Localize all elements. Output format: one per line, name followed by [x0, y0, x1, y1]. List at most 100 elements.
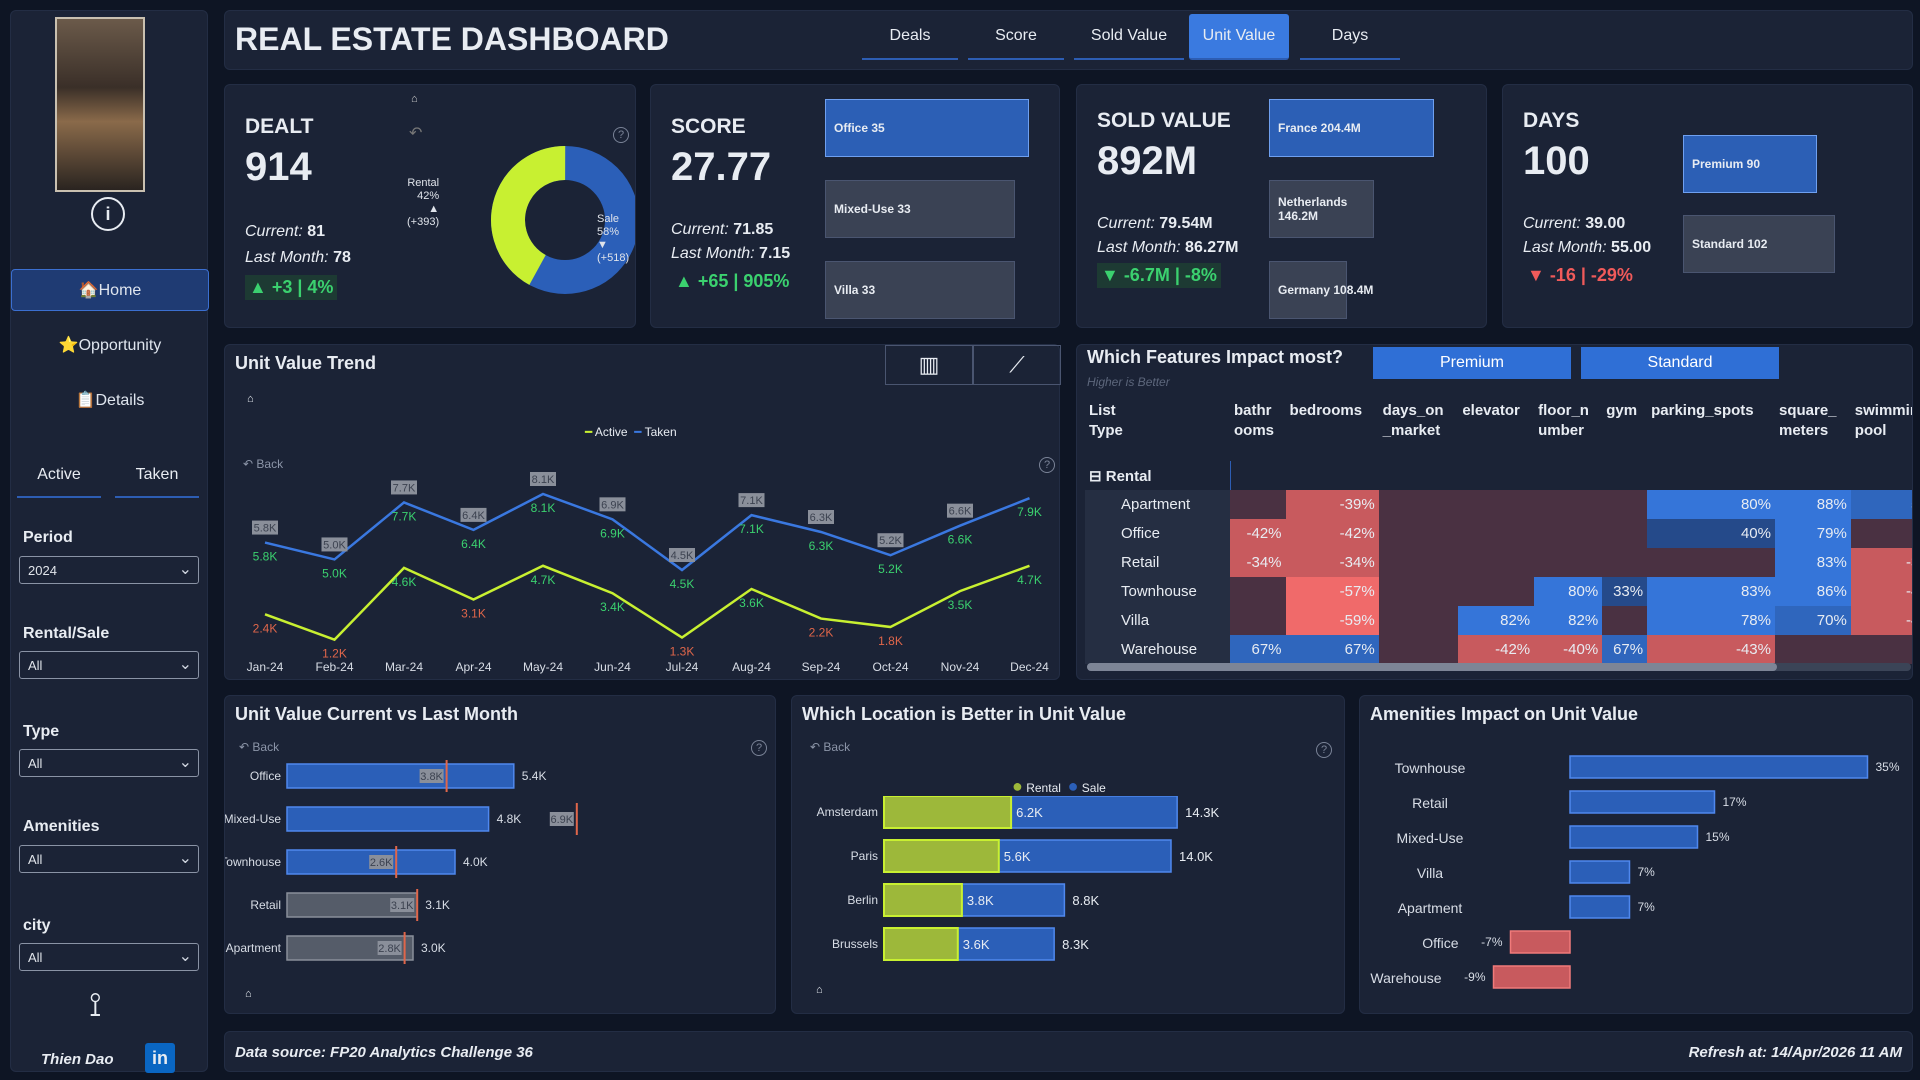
table-row: Villa -59% 82%82% 78%70%-45% [1085, 606, 1912, 635]
bar-chart-toggle[interactable]: ▥ [885, 345, 973, 385]
home-icon[interactable]: ⌂ [816, 984, 823, 996]
tab-active[interactable]: Active [17, 466, 101, 498]
premium-button[interactable]: Premium [1373, 347, 1571, 379]
data-label: 7.9K [1017, 505, 1042, 519]
amenities-select[interactable]: All ⌄ [19, 845, 199, 873]
sold-bar-netherlands[interactable]: Netherlands 146.2M [1269, 180, 1374, 238]
tooltip-label: 7.1K [740, 495, 763, 507]
back-button[interactable]: ↶ Back [810, 740, 851, 754]
nav-home[interactable]: 🏠Home [11, 269, 209, 311]
rental-label: 3.8K [967, 893, 994, 908]
type-select[interactable]: All ⌄ [19, 749, 199, 777]
column-header[interactable]: swimmingpool [1854, 402, 1912, 439]
heatmap-cell: 82% [1458, 606, 1535, 635]
period-select[interactable]: 2024 ⌄ [19, 556, 199, 584]
value: 79.54M [1159, 215, 1213, 232]
up-arrow-icon: ▲ [428, 203, 440, 215]
standard-button[interactable]: Standard [1581, 347, 1779, 379]
value: 71.85 [733, 221, 774, 238]
days-bar-standard[interactable]: Standard 102 [1683, 215, 1835, 273]
help-icon[interactable]: ? [1039, 457, 1055, 473]
kpi-current: Current: 71.85 [671, 221, 774, 238]
home-icon[interactable]: ⌂ [411, 93, 418, 105]
value-label: -7% [1481, 935, 1503, 949]
scrollbar-thumb[interactable] [1087, 663, 1777, 671]
back-button[interactable]: ↶ Back [243, 457, 284, 471]
amenity-bar [1492, 965, 1571, 989]
linkedin-icon[interactable]: in [145, 1043, 175, 1073]
amenities-panel: Amenities Impact on Unit Value Townhouse… [1359, 695, 1913, 1014]
column-header[interactable]: days_on _market [1382, 402, 1444, 439]
nav-opportunity[interactable]: ⭐Opportunity [11, 324, 209, 366]
row-label: Apartment [1085, 490, 1230, 519]
score-bar-office[interactable]: Office 35 [825, 99, 1029, 157]
category-label: Townhouse [1395, 760, 1466, 776]
help-icon[interactable]: ? [1316, 742, 1332, 758]
back-icon[interactable]: ↶ [409, 125, 423, 142]
score-bar-villa[interactable]: Villa 33 [825, 261, 1015, 319]
amenity-bar [1569, 755, 1869, 779]
sold-bar-france[interactable]: France 204.4M [1269, 99, 1434, 157]
days-bar-premium[interactable]: Premium 90 [1683, 135, 1817, 193]
info-icon[interactable]: i [91, 197, 125, 231]
group-row[interactable]: ⊟ Rental [1085, 461, 1912, 490]
heatmap-cell [1378, 635, 1459, 664]
kpi-delta: ▼ -16 | -29% [1527, 265, 1633, 285]
back-button[interactable]: ↶ Back [239, 740, 280, 754]
heatmap-cell: 83% [1774, 548, 1851, 577]
column-header[interactable]: bathr ooms [1234, 402, 1275, 439]
group-label[interactable]: ⊟ Rental [1085, 461, 1231, 490]
home-icon[interactable]: ⌂ [247, 393, 254, 405]
series-line-active [264, 564, 1030, 642]
heatmap-cell: 83% [1647, 577, 1775, 606]
filter-label: Type [23, 723, 60, 740]
building-logo [55, 17, 145, 192]
tab-days[interactable]: Days [1300, 14, 1400, 60]
data-source: Data source: FP20 Analytics Challenge 36 [235, 1044, 533, 1061]
value: 81 [307, 223, 326, 240]
horizontal-scrollbar[interactable] [1087, 663, 1911, 671]
trend-line-chart: Jan-24 Feb-24 Mar-24 Apr-24 May-24 Jun-24 Jul-… [247, 472, 1049, 674]
sold-bar-germany[interactable]: Germany 108.4M [1269, 261, 1373, 319]
column-header[interactable]: bedrooms [1289, 402, 1363, 419]
score-bar-mixed-use[interactable]: Mixed-Use 33 [825, 180, 1015, 238]
tab-unit-value[interactable]: Unit Value [1189, 14, 1289, 60]
data-label: 6.9K [600, 526, 625, 540]
tab-deals[interactable]: Deals [862, 14, 958, 60]
row-label: Retail [1085, 548, 1230, 577]
city-select[interactable]: All ⌄ [19, 943, 199, 971]
rental-sale-select[interactable]: All ⌄ [19, 651, 199, 679]
heatmap-cell [1602, 606, 1648, 635]
heatmap-cell: -45% [1850, 606, 1912, 635]
heatmap-cell: -43% [1647, 635, 1775, 664]
data-label: 2.2K [809, 626, 834, 640]
legend-label: Sale [1081, 781, 1106, 795]
column-header[interactable]: elevator [1462, 402, 1520, 419]
label: Sale [597, 213, 620, 225]
author-logo-icon: ⟟ [89, 986, 102, 1024]
line-chart-toggle[interactable]: ⟋ [973, 345, 1061, 385]
data-label: 3.5K [948, 598, 973, 612]
help-icon[interactable]: ? [751, 740, 767, 756]
data-label: 7.7K [392, 509, 417, 523]
column-header[interactable]: parking_spots [1651, 402, 1754, 419]
help-icon[interactable]: ? [613, 127, 629, 143]
tab-score[interactable]: Score [968, 14, 1064, 60]
tooltip-box [808, 510, 834, 524]
home-icon[interactable]: ⌂ [245, 988, 252, 1000]
location-bar-chart: Amsterdam 6.2K 14.3K Paris 5.6K 14.0K Berlin 3.… [817, 796, 1219, 961]
column-header[interactable]: List Type [1089, 402, 1123, 439]
column-header[interactable]: gym [1606, 402, 1638, 419]
tab-taken[interactable]: Taken [115, 466, 199, 498]
nav-details[interactable]: 📋Details [11, 379, 209, 421]
heatmap-cell: -57% [1285, 577, 1379, 606]
column-header[interactable]: floor_n umber [1538, 402, 1589, 439]
column-header[interactable]: square_ meters [1778, 402, 1837, 439]
data-label: 5.0K [322, 566, 347, 580]
rental-label: 3.6K [963, 937, 990, 952]
heatmap-cell [1458, 519, 1535, 548]
features-impact-panel: Which Features Impact most? Higher is Be… [1076, 344, 1913, 680]
tooltip-box [877, 533, 904, 548]
tab-sold-value[interactable]: Sold Value [1074, 14, 1184, 60]
category-label: Retail [1412, 795, 1448, 811]
